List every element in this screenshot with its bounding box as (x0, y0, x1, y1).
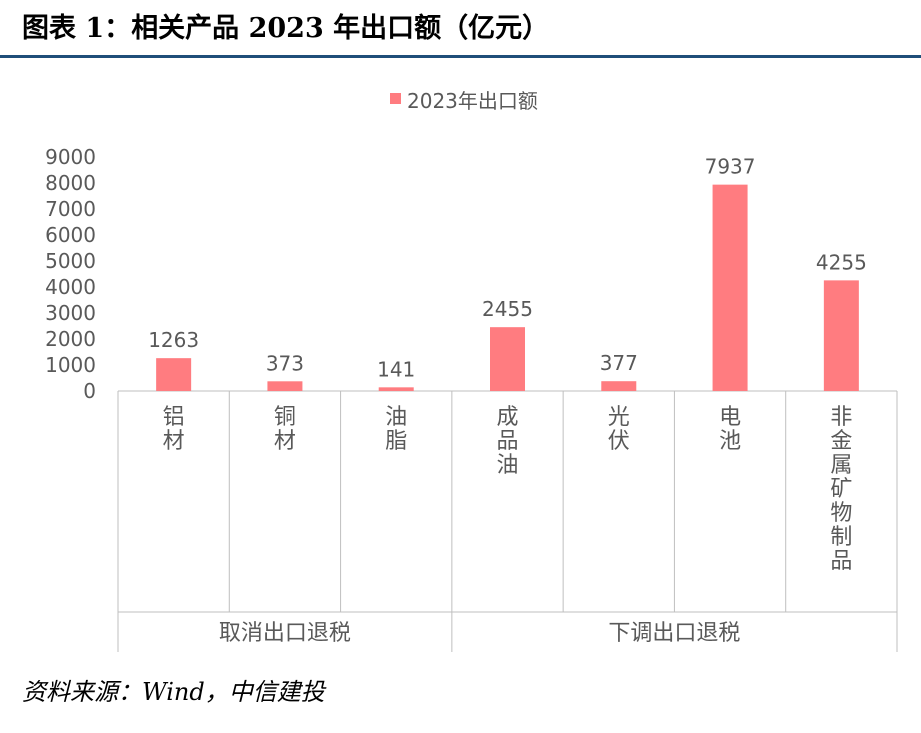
chart-legend: 2023年出口额 (390, 89, 538, 113)
category-label: 电池 (719, 405, 741, 454)
y-tick-label: 2000 (45, 327, 96, 351)
figure-title: 图表 1：相关产品 2023 年出口额（亿元） (22, 6, 549, 45)
category-label: 非金属矿物制品 (830, 405, 852, 574)
data-label: 1263 (148, 328, 199, 352)
data-label: 4255 (816, 250, 867, 274)
bar (267, 381, 303, 391)
data-label: 2455 (482, 297, 533, 321)
y-tick-label: 9000 (45, 145, 96, 169)
category-label: 成品油 (496, 405, 518, 478)
y-tick-label: 8000 (45, 171, 96, 195)
bar (156, 358, 192, 391)
bar (378, 387, 414, 391)
category-label: 铜材 (274, 405, 296, 454)
category-labels: 铝材 铜材 油脂 成品油 光伏 电池 非金属矿物制品 (163, 405, 853, 574)
group-labels: 取消出口退税 下调出口退税 (219, 621, 741, 646)
y-tick-label: 1000 (45, 353, 96, 377)
legend-label: 2023年出口额 (407, 89, 538, 113)
x-axis (117, 390, 898, 652)
y-tick-label: 5000 (45, 249, 96, 273)
figure-label: 图表 1： (22, 13, 132, 44)
y-tick-label: 4000 (45, 275, 96, 299)
bar-series (156, 184, 859, 391)
category-label: 油脂 (385, 405, 407, 454)
y-tick-label: 0 (83, 379, 96, 403)
data-label: 373 (266, 351, 304, 375)
bar-chart: 2023年出口额 0100020003000400050006000700080… (45, 89, 898, 652)
bar (712, 184, 748, 391)
source-note: 资料来源：Wind，中信建投 (22, 678, 325, 706)
y-tick-label: 3000 (45, 301, 96, 325)
bar (823, 280, 859, 391)
bar (490, 327, 525, 391)
bar (601, 381, 637, 391)
category-label: 铝材 (163, 405, 185, 454)
y-tick-label: 7000 (45, 197, 96, 221)
group-label: 取消出口退税 (219, 621, 351, 646)
legend-swatch (390, 93, 401, 104)
y-tick-label: 6000 (45, 223, 96, 247)
group-label: 下调出口退税 (608, 621, 740, 646)
figure-title-text: 相关产品 2023 年出口额（亿元） (131, 13, 550, 44)
title-divider (0, 55, 921, 58)
data-label: 377 (600, 351, 638, 375)
data-labels: 1263 373 141 2455 377 7937 4255 (148, 155, 867, 382)
category-label: 光伏 (608, 405, 630, 454)
data-label: 141 (377, 357, 415, 381)
data-label: 7937 (705, 155, 756, 179)
